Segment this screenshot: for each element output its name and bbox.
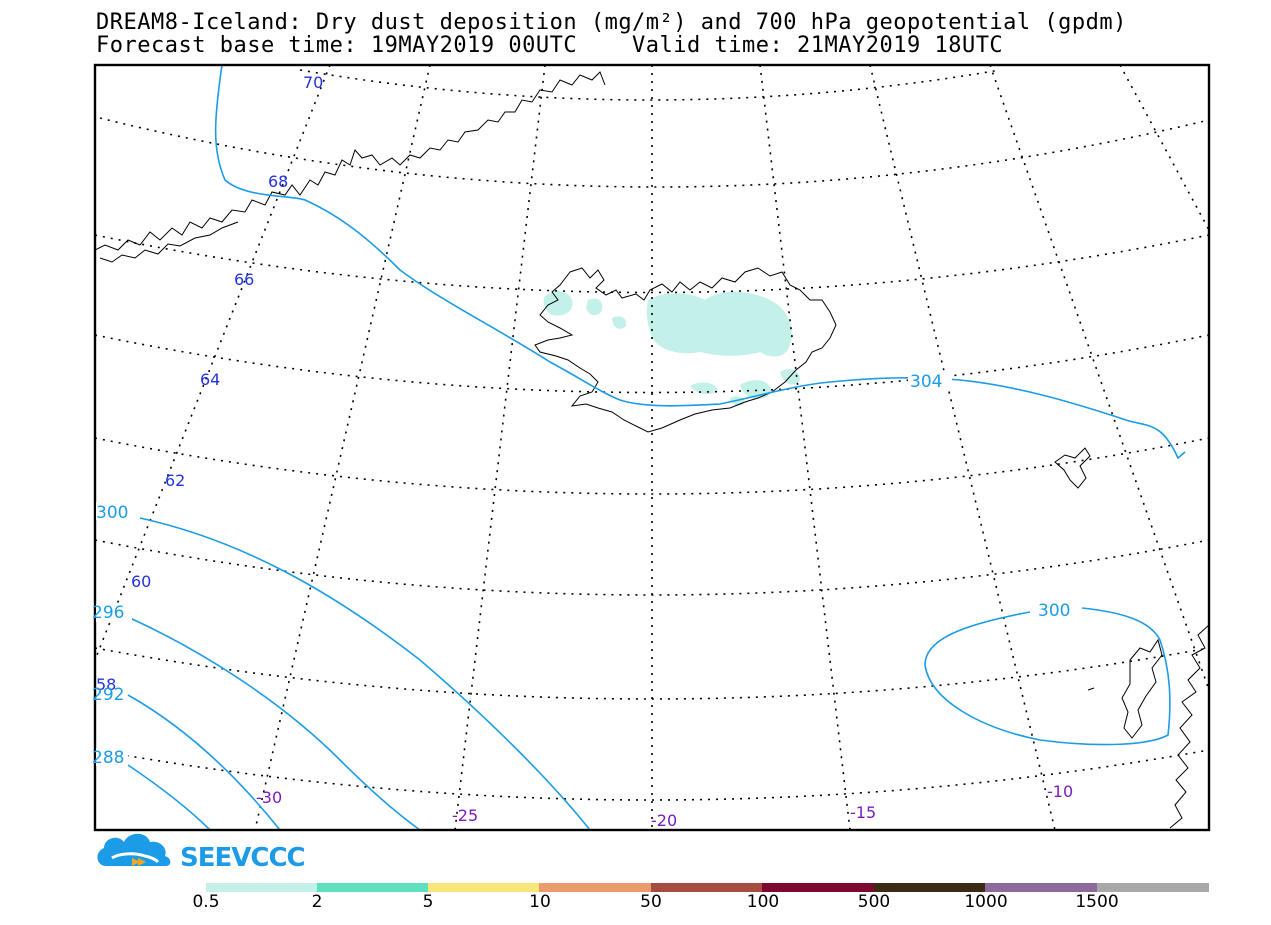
contour-label: 300: [96, 503, 128, 523]
contour-label: 300: [1038, 601, 1070, 621]
contour-label: 304: [910, 372, 942, 392]
longitude-labels: -30 -25 -20 -15 -10: [256, 782, 1073, 830]
seevccc-logo: SEEVCCC: [97, 833, 306, 873]
norway-coast: [1169, 624, 1209, 829]
colorbar-label: 100: [746, 892, 780, 912]
latitude-label: 68: [268, 172, 288, 191]
contour-292: [127, 694, 281, 830]
dust-area-central-iceland: [646, 291, 792, 357]
map-title: DREAM8-Iceland: Dry dust deposition (mg/…: [96, 10, 1127, 35]
meridian-0: [1119, 65, 1209, 231]
latitude-labels: 70 68 66 64 62 60 58: [96, 73, 323, 694]
geopotential-contours: [127, 65, 1186, 830]
contour-label: 296: [92, 603, 124, 623]
longitude-label: -15: [850, 803, 876, 822]
colorbar-label: 10: [529, 892, 551, 912]
colorbar-swatch: [317, 883, 428, 892]
logo-text: SEEVCCC: [180, 843, 305, 873]
contour-288: [127, 764, 211, 830]
contour-labels: 304 300 300 296 292 288: [92, 371, 1082, 768]
contour-label: 288: [92, 748, 124, 768]
latitude-label: 60: [131, 572, 151, 591]
meridian-35: [95, 65, 331, 661]
colorbar-swatch: [1097, 883, 1209, 892]
graticule: [95, 65, 1209, 830]
dust-area-west: [586, 298, 603, 316]
colorbar-swatch: [762, 883, 874, 892]
meridian-10: [869, 65, 1056, 830]
contour-296: [129, 617, 421, 830]
colorbar-swatch: [539, 883, 651, 892]
parallel-58: [95, 647, 1209, 700]
longitude-label: -25: [452, 806, 478, 825]
orkney-islands: [1087, 687, 1095, 691]
iceland-coast: [534, 267, 837, 433]
dust-area-westfjords: [543, 291, 573, 316]
colorbar-label: 5: [422, 892, 434, 912]
meridian-30: [254, 65, 431, 830]
latitude-label: 62: [165, 471, 185, 490]
latitude-label: 58: [96, 675, 116, 694]
parallel-66: [95, 234, 1209, 294]
longitude-label: -10: [1047, 782, 1073, 801]
parallel-68: [99, 117, 1209, 188]
colorbar-label: 500: [857, 892, 891, 912]
meridian-25: [454, 65, 546, 830]
colorbar-swatch: [428, 883, 539, 892]
colorbar-swatch: [874, 883, 985, 892]
longitude-label: -20: [651, 811, 677, 830]
parallel-70: [299, 69, 1001, 101]
latitude-label: 70: [303, 73, 323, 92]
shetland-islands: [1121, 638, 1163, 739]
latitude-label: 64: [200, 370, 220, 389]
contour-label: 292: [92, 685, 124, 705]
colorbar-swatch: [985, 883, 1097, 892]
colorbar: [206, 883, 1209, 892]
colorbar-label: 1500: [1075, 892, 1119, 912]
map-subtitle: Forecast base time: 19MAY2019 00UTC Vali…: [96, 33, 1004, 58]
contour-300-west: [139, 517, 591, 830]
faroe-islands: [1054, 447, 1091, 489]
colorbar-swatch: [206, 883, 317, 892]
greenland-coast: [95, 71, 606, 251]
contour-300-east: [924, 607, 1171, 746]
map-frame: [93, 63, 1211, 832]
latitude-label: 66: [234, 270, 254, 289]
dust-area-west2: [612, 316, 627, 329]
dust-deposition-field: [543, 291, 800, 406]
dust-area-south: [690, 382, 718, 395]
colorbar-label: 1000: [964, 892, 1008, 912]
coastlines: [95, 71, 1209, 829]
colorbar-label: 50: [640, 892, 662, 912]
colorbar-swatch: [651, 883, 762, 892]
greenland-coast-inner: [99, 221, 239, 263]
contour-304: [214, 65, 1186, 460]
colorbar-label: 2: [311, 892, 323, 912]
parallel-56: [95, 749, 1209, 801]
parallel-64: [95, 334, 1209, 394]
meridian-5: [989, 65, 1209, 691]
meridian-15: [759, 65, 851, 830]
colorbar-label: 0.5: [192, 892, 220, 912]
longitude-label: -30: [256, 788, 282, 807]
